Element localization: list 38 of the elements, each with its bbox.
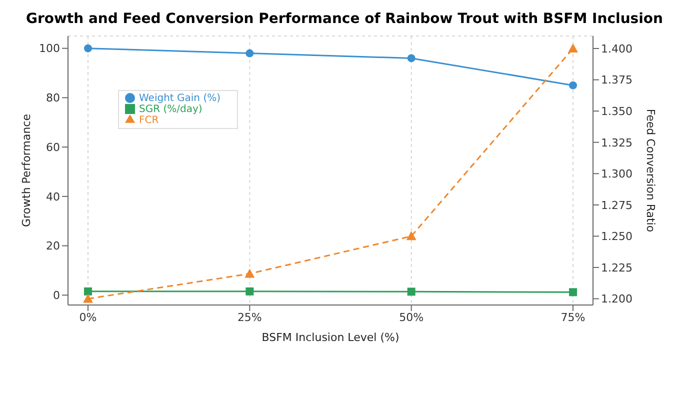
y2-tick-label: 1.300 bbox=[601, 168, 632, 181]
legend-label: FCR bbox=[139, 115, 159, 126]
chart-title: Growth and Feed Conversion Performance of Rainbow Trout with BSFM Inclusion bbox=[24, 10, 664, 29]
x-tick-label: 50% bbox=[399, 310, 424, 324]
x-tick-label: 0% bbox=[79, 310, 97, 324]
y2-tick-label: 1.200 bbox=[601, 292, 632, 306]
y-tick-label: 100 bbox=[39, 42, 60, 56]
point bbox=[569, 81, 577, 90]
y-tick-label: 20 bbox=[46, 240, 60, 253]
y2-tick-label: 1.400 bbox=[601, 42, 632, 56]
y-tick-label: 80 bbox=[46, 92, 60, 105]
y-tick-label: 40 bbox=[46, 190, 60, 204]
x-tick-label: 25% bbox=[237, 310, 262, 324]
point bbox=[568, 44, 578, 53]
y2-tick-label: 1.225 bbox=[601, 261, 632, 274]
point bbox=[84, 287, 92, 296]
y2-tick-label: 1.275 bbox=[601, 198, 632, 212]
y2-tick-label: 1.375 bbox=[601, 74, 632, 87]
point bbox=[246, 49, 254, 58]
legend-label: Weight Gain (%) bbox=[139, 93, 220, 104]
legend-label: SGR (%/day) bbox=[139, 104, 202, 115]
y2-tick-label: 1.350 bbox=[601, 104, 632, 118]
x-axis-title: BSFM Inclusion Level (%) bbox=[262, 331, 400, 344]
y2-axis-title: Feed Conversion Ratio bbox=[644, 108, 658, 232]
x-tick-label: 75% bbox=[560, 310, 586, 324]
point bbox=[407, 288, 416, 296]
y-axis-title: Growth Performance bbox=[20, 114, 33, 228]
point bbox=[406, 231, 416, 240]
y2-tick-label: 1.325 bbox=[601, 136, 632, 150]
point bbox=[246, 287, 254, 296]
point bbox=[83, 294, 93, 303]
point bbox=[569, 288, 577, 296]
y-tick-label: 0 bbox=[53, 289, 60, 302]
point bbox=[244, 268, 255, 278]
point bbox=[84, 44, 92, 52]
y2-tick-label: 1.250 bbox=[601, 230, 632, 244]
point bbox=[407, 54, 416, 62]
y-tick-label: 60 bbox=[46, 140, 60, 154]
